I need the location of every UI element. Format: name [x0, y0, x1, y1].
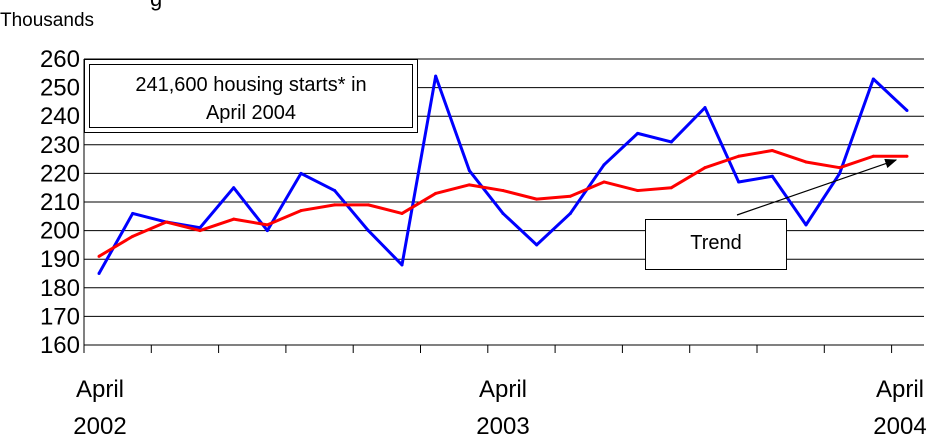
data-point-actual-16: [636, 131, 640, 135]
data-point-actual-19: [737, 180, 741, 184]
data-point-trend-4: [232, 217, 236, 221]
data-point-trend-16: [636, 189, 640, 193]
data-point-trend-14: [568, 194, 572, 198]
data-point-trend-23: [871, 154, 875, 158]
data-point-actual-23: [871, 77, 875, 81]
data-point-trend-18: [703, 166, 707, 170]
data-point-trend-8: [366, 203, 370, 207]
data-point-actual-10: [434, 74, 438, 78]
data-point-actual-20: [770, 174, 774, 178]
data-point-trend-13: [535, 197, 539, 201]
data-point-trend-6: [299, 209, 303, 213]
trend-label-text: Trend: [690, 232, 742, 254]
y-tick-label-210: 210: [40, 189, 80, 216]
y-tick-label-170: 170: [40, 303, 80, 330]
data-point-trend-10: [434, 191, 438, 195]
trend-arrow: [736, 158, 898, 216]
data-point-trend-0: [97, 254, 101, 258]
data-point-trend-7: [333, 203, 337, 207]
callout-line-2: April 2004: [205, 102, 297, 124]
data-point-trend-17: [669, 186, 673, 190]
chart-title-fragment: g: [150, 0, 162, 12]
data-point-trend-24: [905, 154, 909, 158]
data-point-actual-1: [131, 211, 135, 215]
x-tick-year-2: 2004: [873, 413, 927, 440]
trend-label-box: Trend: [645, 219, 787, 270]
y-tick-label-220: 220: [40, 160, 80, 187]
data-point-actual-18: [703, 106, 707, 110]
housing-starts-callout: 241,600 housing starts* in April 2004: [84, 59, 418, 133]
y-tick-label-250: 250: [40, 75, 80, 102]
data-point-trend-11: [467, 183, 471, 187]
data-point-actual-4: [232, 186, 236, 190]
data-point-actual-21: [804, 223, 808, 227]
data-point-actual-13: [535, 243, 539, 247]
data-point-actual-0: [97, 272, 101, 275]
y-tick-label-200: 200: [40, 218, 80, 245]
data-point-actual-24: [905, 108, 909, 112]
data-point-trend-22: [838, 166, 842, 170]
data-point-trend-2: [164, 220, 168, 224]
data-point-actual-11: [467, 169, 471, 173]
data-point-actual-7: [333, 189, 337, 193]
y-tick-label-190: 190: [40, 246, 80, 273]
data-point-actual-8: [366, 229, 370, 233]
x-tick-month-1: April: [478, 376, 527, 403]
data-point-actual-15: [602, 163, 606, 167]
y-tick-label-180: 180: [40, 275, 80, 302]
data-point-trend-1: [131, 234, 135, 238]
x-tick-year-1: 2003: [476, 413, 530, 440]
data-point-actual-14: [568, 211, 572, 215]
data-point-actual-6: [299, 171, 303, 175]
callout-line-1: 241,600 housing starts* in: [135, 74, 367, 96]
x-tick-year-0: 2002: [73, 413, 127, 440]
data-point-trend-5: [265, 223, 269, 227]
y-tick-label-240: 240: [40, 103, 80, 130]
data-point-trend-9: [400, 211, 404, 215]
y-tick-label-160: 160: [40, 332, 80, 359]
y-tick-label-230: 230: [40, 132, 80, 159]
y-tick-label-260: 260: [40, 46, 80, 73]
x-tick-month-2: April: [875, 376, 924, 403]
data-point-actual-3: [198, 226, 202, 230]
data-point-trend-19: [737, 154, 741, 158]
x-tick-month-0: April: [75, 376, 124, 403]
data-point-actual-22: [838, 171, 842, 175]
data-point-trend-15: [602, 180, 606, 184]
data-point-actual-5: [265, 229, 269, 233]
y-axis-unit-label: Thousands: [0, 10, 95, 31]
data-point-trend-20: [770, 149, 774, 153]
data-point-actual-17: [669, 140, 673, 144]
data-point-trend-3: [198, 229, 202, 233]
data-point-trend-12: [501, 189, 505, 193]
data-point-actual-12: [501, 211, 505, 215]
data-point-actual-9: [400, 263, 404, 267]
callout-inner-frame: [89, 64, 413, 128]
data-point-trend-21: [804, 160, 808, 164]
